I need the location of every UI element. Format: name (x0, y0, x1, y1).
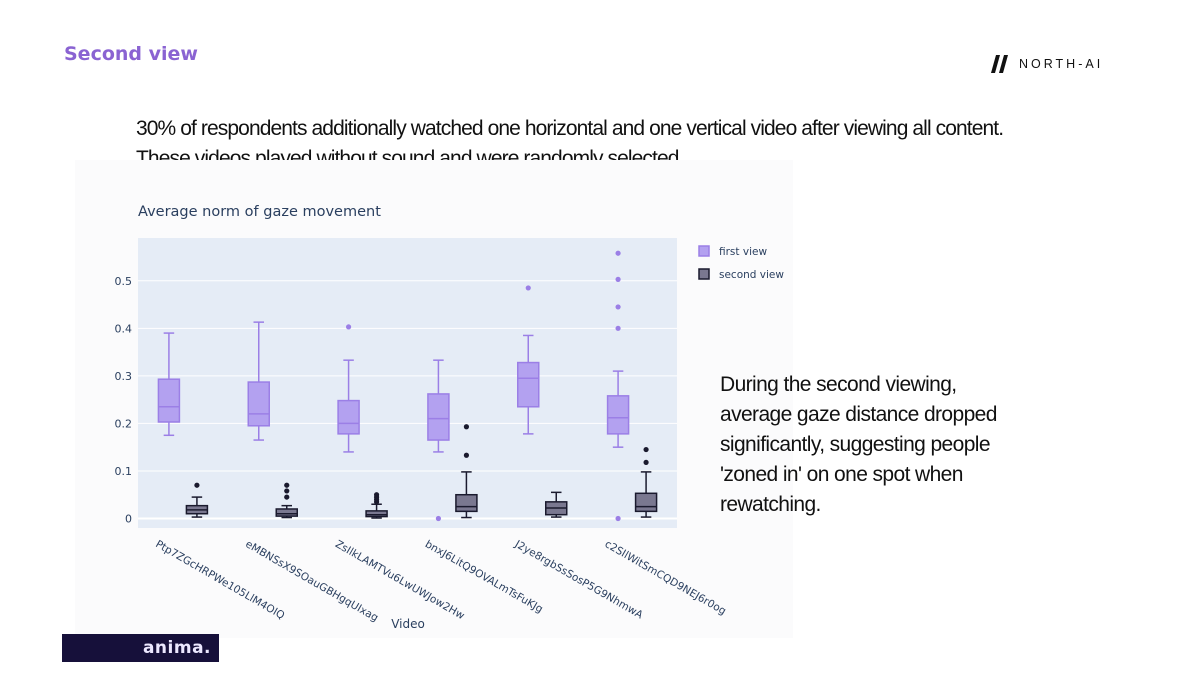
box-plot-chart: Average norm of gaze movement 0 0.1 0.2 0.3 0… (115, 204, 785, 631)
outlier-point (615, 276, 621, 282)
outlier-point (643, 446, 649, 453)
box-second-view (365, 510, 388, 518)
outlier-point (463, 424, 470, 430)
y-tick-label: 0.3 (115, 370, 133, 383)
outlier-point (284, 494, 290, 500)
outlier-point (615, 325, 621, 331)
box-first-view (247, 381, 270, 427)
outlier-point (643, 459, 649, 465)
brand-name: NORTH-AI (1019, 57, 1104, 71)
y-tick-label: 0.5 (115, 275, 133, 288)
legend-swatch-second-view (698, 268, 710, 280)
outlier-point (345, 324, 352, 330)
y-tick-label: 0.1 (115, 465, 133, 478)
box-second-view (634, 492, 658, 513)
brand-logo: NORTH-AI (990, 54, 1103, 74)
takeaway-text: During the second viewing, average gaze … (720, 373, 997, 516)
outlier-point (284, 482, 290, 488)
legend-label: second view (719, 269, 784, 281)
outlier-point (525, 285, 531, 291)
intro-line-1: 30% of respondents additionally watched … (136, 117, 1004, 140)
box-first-view (337, 399, 360, 435)
outlier-point (615, 304, 621, 310)
outlier-point (373, 492, 380, 498)
chart-panel: Average norm of gaze movement 0 0.1 0.2 0.3 0… (75, 160, 793, 638)
box-first-view (427, 393, 450, 441)
plot-area (138, 238, 677, 528)
y-tick-label: 0 (125, 512, 132, 525)
slide-title: Second view (64, 43, 198, 65)
y-tick-label: 0.4 (115, 322, 133, 335)
y-tick-label: 0.2 (115, 417, 133, 430)
outlier-point (615, 250, 621, 256)
outlier-point (435, 515, 442, 522)
box-first-view (517, 361, 540, 408)
box-second-view (455, 493, 478, 513)
legend-swatch-first-view (698, 245, 710, 257)
outlier-point (284, 488, 290, 494)
box-second-view (275, 508, 298, 517)
x-axis-label: Video (391, 617, 425, 631)
legend-label: first view (719, 246, 767, 258)
anima-logo: anima. (62, 634, 219, 662)
box-first-view (157, 378, 181, 423)
outlier-point (194, 482, 200, 488)
box-first-view (606, 395, 630, 435)
outlier-point (463, 452, 470, 458)
north-ai-logo-icon (991, 55, 1008, 73)
outlier-point (615, 515, 621, 522)
chart-title: Average norm of gaze movement (138, 204, 381, 220)
